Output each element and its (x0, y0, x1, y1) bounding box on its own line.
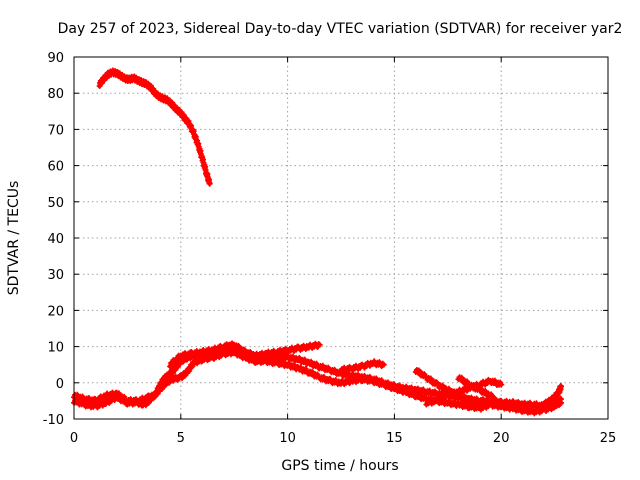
y-tick-label: 30 (47, 268, 64, 283)
data-point (442, 394, 449, 401)
data-series (71, 67, 565, 417)
data-point (498, 381, 505, 388)
x-tick-label: 20 (493, 431, 510, 446)
data-point (476, 403, 483, 410)
x-tick-label: 5 (177, 431, 185, 446)
data-point (493, 399, 500, 406)
data-point (206, 180, 213, 187)
y-axis-ticks: -10 0 10 20 30 40 50 60 70 80 90 (43, 51, 608, 428)
y-tick-label: 80 (47, 87, 64, 102)
grid-lines (74, 57, 608, 419)
y-tick-label: 90 (47, 51, 64, 66)
data-point (380, 361, 387, 368)
x-tick-label: 15 (386, 431, 403, 446)
x-axis-label: GPS time / hours (281, 458, 398, 474)
y-tick-label: 10 (47, 341, 64, 356)
data-point (379, 360, 386, 367)
y-tick-label: 40 (47, 232, 64, 247)
data-point (558, 383, 565, 390)
data-point (316, 341, 323, 348)
data-point (558, 396, 565, 403)
data-point (464, 387, 471, 394)
x-tick-label: 0 (70, 431, 78, 446)
y-tick-label: -10 (43, 413, 64, 428)
y-axis-label: SDTVAR / TECUs (6, 181, 22, 296)
data-point (111, 397, 118, 404)
data-point (154, 390, 161, 397)
x-axis-ticks: 0 5 10 15 20 25 (70, 57, 616, 446)
y-tick-label: 20 (47, 304, 64, 319)
chart-title: Day 257 of 2023, Sidereal Day-to-day VTE… (58, 21, 623, 37)
y-tick-label: 50 (47, 196, 64, 211)
y-tick-label: 60 (47, 160, 64, 175)
y-tick-label: 0 (56, 377, 64, 392)
x-tick-label: 25 (600, 431, 617, 446)
y-tick-label: 70 (47, 123, 64, 138)
data-point (346, 380, 353, 387)
x-tick-label: 10 (279, 431, 296, 446)
